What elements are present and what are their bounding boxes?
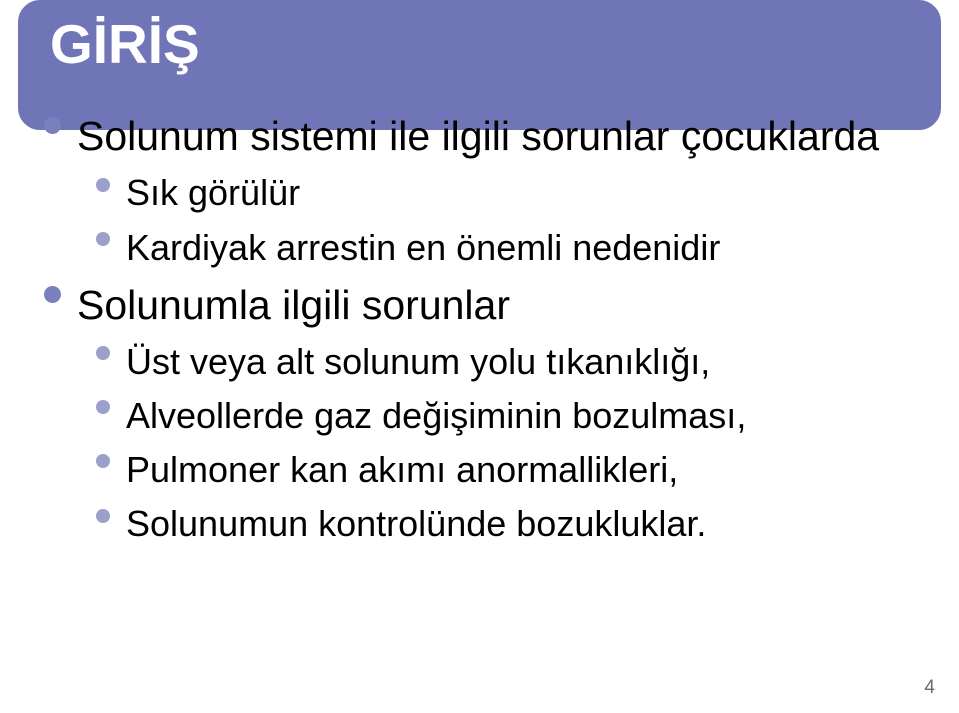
list-item: Solunumla ilgili sorunlar <box>44 279 929 331</box>
list-item: Pulmoner kan akımı anormallikleri, <box>44 447 929 493</box>
list-item-text: Alveollerde gaz değişiminin bozulması, <box>126 393 929 439</box>
bullet-icon <box>96 232 110 246</box>
list-item: Üst veya alt solunum yolu tıkanıklığı, <box>44 339 929 385</box>
list-item: Sık görülür <box>44 170 929 216</box>
slide: GİRİŞ Solunum sistemi ile ilgili sorunla… <box>0 0 959 713</box>
list-item-text: Solunum sistemi ile ilgili sorunlar çocu… <box>77 110 929 162</box>
list-item-text: Kardiyak arrestin en önemli nedenidir <box>126 225 929 271</box>
bullet-icon <box>44 117 61 134</box>
list-item-text: Solunumun kontrolünde bozukluklar. <box>126 501 929 547</box>
list-item: Alveollerde gaz değişiminin bozulması, <box>44 393 929 439</box>
bullet-icon <box>96 509 110 523</box>
bullet-icon <box>96 178 110 192</box>
bullet-icon <box>44 286 61 303</box>
list-item: Kardiyak arrestin en önemli nedenidir <box>44 225 929 271</box>
list-item-text: Pulmoner kan akımı anormallikleri, <box>126 447 929 493</box>
list-item-text: Üst veya alt solunum yolu tıkanıklığı, <box>126 339 929 385</box>
list-item: Solunumun kontrolünde bozukluklar. <box>44 501 929 547</box>
bullet-icon <box>96 400 110 414</box>
bullet-icon <box>96 454 110 468</box>
list-item-text: Sık görülür <box>126 170 929 216</box>
slide-title: GİRİŞ <box>50 12 200 76</box>
content-area: Solunum sistemi ile ilgili sorunlar çocu… <box>44 110 929 555</box>
page-number: 4 <box>924 677 935 699</box>
bullet-icon <box>96 346 110 360</box>
list-item-text: Solunumla ilgili sorunlar <box>77 279 929 331</box>
title-rule <box>48 100 915 102</box>
list-item: Solunum sistemi ile ilgili sorunlar çocu… <box>44 110 929 162</box>
